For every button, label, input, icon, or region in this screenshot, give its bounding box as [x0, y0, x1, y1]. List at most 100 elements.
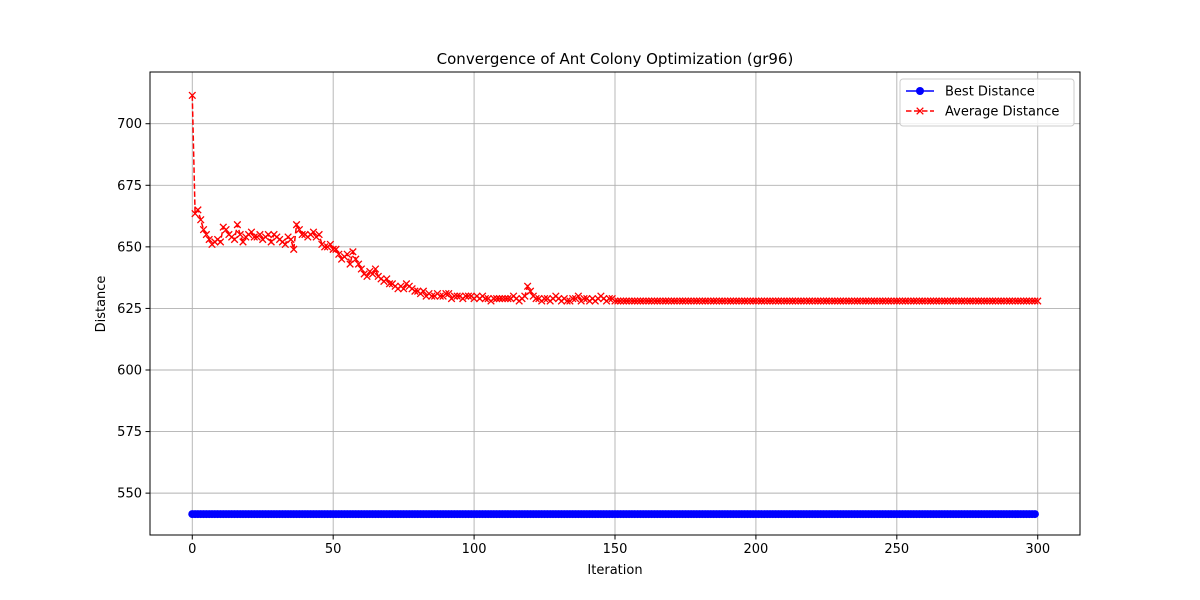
average-distance-point [540, 294, 549, 303]
average-distance-point [769, 297, 777, 305]
average-distance-point [357, 265, 366, 273]
average-distance-point [639, 297, 647, 305]
average-distance-point [788, 297, 797, 305]
x-tick-label: 150 [603, 542, 628, 557]
average-distance-point [909, 297, 918, 305]
average-distance-point [780, 297, 788, 305]
average-distance-point [952, 297, 960, 305]
average-distance-point [532, 294, 540, 303]
average-distance-point [684, 297, 693, 305]
average-distance-point [695, 297, 704, 305]
average-distance-point [907, 297, 915, 305]
average-distance-point [492, 294, 501, 303]
average-distance-point [523, 282, 532, 291]
average-distance-point [428, 292, 436, 300]
average-distance-point [1014, 297, 1022, 305]
average-distance-point [1019, 297, 1028, 305]
average-distance-point [676, 297, 684, 305]
x-tick-label: 50 [325, 542, 342, 557]
average-distance-point [828, 297, 836, 305]
average-distance-point [349, 248, 357, 256]
average-distance-point [715, 297, 724, 305]
legend-best-distance-handle [906, 87, 934, 95]
average-distance-point [495, 294, 504, 303]
average-distance-point [1031, 297, 1039, 305]
average-distance-point [721, 297, 729, 305]
average-distance-point [836, 297, 845, 305]
x-tick-label: 300 [1025, 542, 1050, 557]
average-distance-point [991, 297, 1000, 305]
tick-layer: 0 50 100 150 200 250 300 550 575 600 625 650 675 700 [117, 117, 1050, 557]
average-distance-point [870, 297, 879, 305]
average-distance-point [805, 297, 814, 305]
average-distance-point [822, 297, 831, 305]
average-distance-point [994, 297, 1003, 305]
average-distance-point [957, 297, 966, 305]
average-distance-point [864, 297, 873, 305]
average-distance-point [738, 297, 746, 305]
average-distance-point [690, 297, 698, 305]
average-distance-point [955, 297, 963, 305]
average-distance-point [921, 297, 929, 305]
average-distance-point [918, 297, 926, 305]
average-distance-point [977, 297, 986, 305]
average-distance-point [332, 245, 340, 254]
average-distance-point [763, 297, 771, 305]
average-distance-point [890, 297, 898, 305]
average-distance-point [264, 230, 273, 239]
average-distance-point [723, 297, 732, 305]
average-distance-point [743, 297, 752, 305]
average-distance-point [1017, 297, 1025, 305]
average-distance-point [862, 297, 870, 305]
average-distance-point [729, 297, 738, 305]
average-distance-point [605, 294, 614, 303]
average-distance-point [647, 297, 656, 305]
average-distance-point [988, 297, 997, 305]
average-distance-point [898, 297, 907, 305]
average-distance-point [309, 228, 318, 236]
average-distance-point [289, 245, 298, 254]
average-distance-point [196, 216, 205, 224]
average-distance-point [752, 297, 760, 305]
average-distance-point [1025, 297, 1034, 305]
average-distance-point [966, 297, 974, 305]
average-distance-point [983, 297, 991, 305]
average-distance-point [642, 297, 650, 305]
average-distance-point [687, 297, 695, 305]
y-tick-label: 675 [117, 179, 142, 194]
average-distance-point [904, 297, 912, 305]
average-distance-point [371, 265, 380, 273]
average-distance-point [1000, 297, 1008, 305]
average-distance-point [800, 297, 808, 305]
average-distance-point [757, 297, 766, 305]
average-distance-point [969, 297, 977, 305]
average-distance-point [791, 297, 800, 305]
average-distance-point [986, 297, 994, 305]
average-distance-point [354, 260, 363, 268]
average-distance-point [202, 230, 211, 239]
average-distance-point [1028, 297, 1036, 305]
average-distance-point [760, 297, 769, 305]
average-distance-point [704, 297, 712, 305]
average-distance-point [833, 297, 842, 305]
average-distance-point [960, 297, 969, 305]
average-distance-point [709, 297, 718, 305]
average-distance-point [847, 297, 856, 305]
average-distance-point [239, 238, 247, 246]
average-distance-point [732, 297, 740, 305]
legend-average-distance-handle [906, 107, 934, 115]
average-distance-point [997, 297, 1005, 305]
average-distance-point [839, 297, 848, 305]
average-distance-point [924, 297, 932, 305]
average-distance-point [650, 297, 659, 305]
average-distance-point [233, 220, 242, 229]
average-distance-point [1033, 297, 1042, 305]
legend-best-distance-marker [916, 87, 924, 95]
average-distance-point [659, 297, 667, 305]
best-distance-point [1030, 510, 1039, 519]
average-distance-point [194, 206, 202, 214]
average-distance-point [628, 297, 636, 305]
y-tick-label: 550 [117, 487, 142, 502]
y-tick-label: 575 [117, 425, 142, 440]
